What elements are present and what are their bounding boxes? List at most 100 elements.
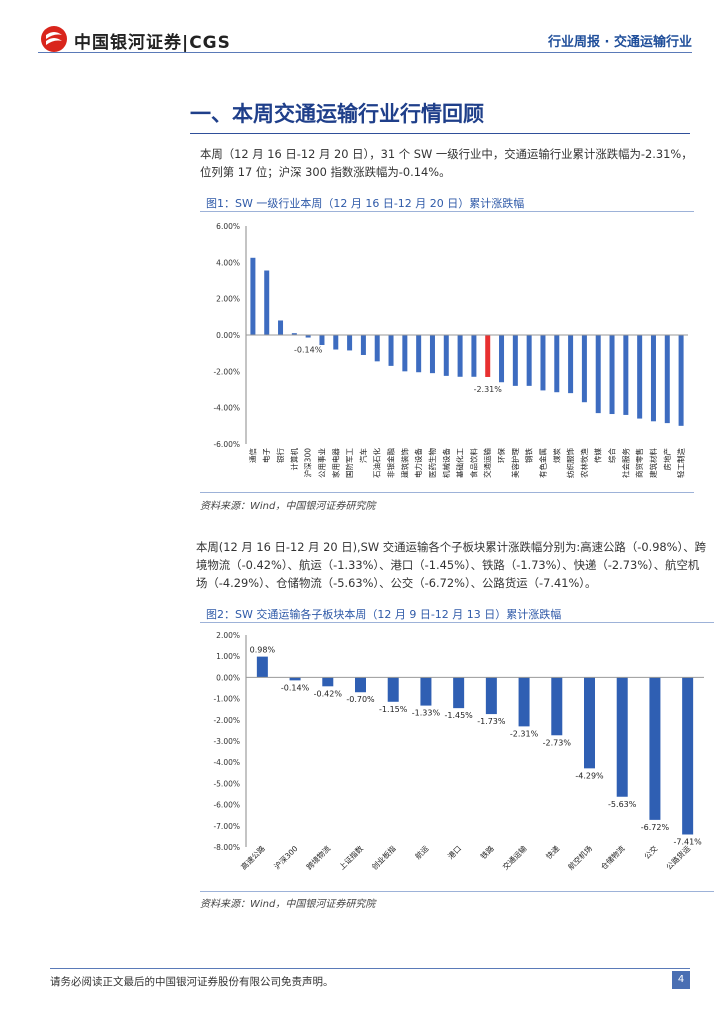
x-tick-label: 公用事业: [316, 448, 326, 478]
data-label: 0.98%: [250, 646, 276, 655]
bar: [360, 335, 366, 355]
data-label: -7.41%: [673, 837, 702, 846]
bar: [609, 335, 615, 415]
bar: [471, 335, 477, 377]
x-tick-label: 仓储物流: [598, 843, 627, 872]
chart-1-sw-industries: 6.00% 4.00% 2.00% 0.00% -2.00% -4.00% -6.00% 通信…: [213, 222, 688, 478]
y-tick-label: 2.00%: [216, 631, 240, 640]
y-tick-label: -3.00%: [213, 737, 240, 746]
x-tick-label: 沪深300: [272, 843, 300, 871]
bar: [374, 335, 380, 362]
data-label: -2.73%: [543, 738, 572, 747]
bar: [420, 677, 432, 706]
x-tick-label: 航运: [413, 843, 431, 861]
data-label: -2.31%: [510, 729, 539, 738]
chart-2-transport-subsectors: 2.00% 1.00% 0.00% -1.00% -2.00% -3.00% -4.00% -…: [213, 631, 704, 872]
x-tick-label: 国防军工: [344, 448, 354, 478]
figure-2-title: 图2：SW 交通运输各子板块本周（12 月 9 日-12 月 13 日）累计涨跌…: [206, 608, 562, 621]
x-tick-label: 石油石化: [372, 448, 382, 478]
footer-divider: [50, 968, 690, 969]
summary-paragraph: 本周（12 月 16 日-12 月 20 日），31 个 SW 一级行业中，交通…: [200, 147, 693, 179]
section-divider: [190, 133, 690, 134]
bar: [595, 335, 601, 414]
x-tick-label: 跨境物流: [304, 843, 333, 872]
x-tick-label: 环保: [497, 448, 506, 463]
x-tick-label: 创业板指: [369, 843, 398, 872]
figure-2-top-rule: [200, 622, 714, 623]
data-label: -2.31%: [474, 385, 503, 394]
x-tick-label: 基础化工: [455, 448, 465, 478]
bar: [256, 656, 268, 678]
x-tick-label: 纺织服饰: [565, 448, 575, 478]
x-tick-label: 公交: [642, 843, 660, 861]
x-tick-label: 高速公路: [238, 843, 267, 872]
data-label: -6.72%: [641, 823, 670, 832]
x-tick-label: 美容护理: [510, 448, 520, 478]
bar: [518, 677, 530, 727]
bar: [264, 270, 270, 335]
y-tick-label: -2.00%: [213, 367, 240, 376]
bar: [485, 335, 491, 377]
x-tick-label: 传媒: [593, 448, 603, 463]
x-tick-label: 沪深300: [303, 448, 313, 478]
bar: [499, 335, 505, 383]
figure-1-bottom-rule: [200, 492, 694, 493]
bar: [540, 335, 546, 391]
y-tick-label: -5.00%: [213, 779, 240, 788]
bar: [623, 335, 629, 415]
bar: [355, 677, 366, 693]
bar: [291, 333, 297, 335]
data-label: -0.14%: [281, 683, 310, 692]
x-tick-label: 农林牧渔: [579, 448, 589, 478]
x-tick-label: 食品饮料: [468, 448, 478, 478]
figure-2-bottom-rule: [200, 891, 714, 892]
cgs-logo-icon: [41, 26, 67, 52]
x-tick-label: 通信: [247, 448, 257, 463]
page-number: 4: [672, 971, 690, 989]
x-tick-label: 建筑装饰: [399, 448, 409, 478]
figure-1-source: 资料来源：Wind，中国银河证券研究院: [200, 501, 376, 512]
report-type-label: 行业周报 · 交通运输行业: [548, 35, 692, 50]
bar: [278, 320, 284, 335]
header-divider: [38, 52, 692, 53]
bar: [457, 335, 463, 377]
bar: [402, 335, 408, 372]
y-tick-label: -4.00%: [213, 758, 240, 767]
x-tick-label: 建筑材料: [648, 448, 658, 478]
y-tick-label: -4.00%: [213, 404, 240, 413]
x-tick-label: 电力设备: [413, 448, 423, 478]
bar: [347, 335, 353, 351]
bar: [649, 677, 661, 820]
bar: [526, 335, 532, 386]
bar: [554, 335, 560, 393]
data-label: -4.29%: [575, 771, 604, 780]
figure-1-top-rule: [200, 211, 694, 212]
bar: [682, 677, 694, 835]
bar: [453, 677, 465, 709]
data-label: -0.42%: [314, 689, 343, 698]
y-tick-label: -2.00%: [213, 716, 240, 725]
figure-1-title: 图1：SW 一级行业本周（12 月 16 日-12 月 20 日）累计涨跌幅: [206, 197, 525, 210]
bar: [512, 335, 518, 386]
y-tick-label: 4.00%: [216, 258, 240, 267]
x-tick-label: 港口: [445, 843, 463, 861]
data-label: -1.45%: [444, 711, 473, 720]
x-tick-label: 社会服务: [620, 448, 630, 478]
brand-name: 中国银河证券|CGS: [74, 33, 231, 53]
bar: [387, 677, 399, 702]
subsector-paragraph: 本周(12 月 16 日-12 月 20 日),SW 交通运输各个子板块累计涨跌…: [196, 540, 706, 590]
bar: [650, 335, 656, 422]
bar: [305, 335, 311, 338]
x-tick-label: 公路货运: [664, 843, 693, 872]
y-tick-label: 0.00%: [216, 331, 240, 340]
x-tick-label: 钢铁: [524, 448, 534, 463]
y-tick-label: 1.00%: [216, 652, 240, 661]
data-label: -1.15%: [379, 705, 408, 714]
x-tick-label: 交通运输: [482, 448, 492, 478]
bar: [416, 335, 422, 373]
y-tick-label: -6.00%: [213, 440, 240, 449]
x-tick-label: 快递: [544, 843, 562, 861]
bar: [388, 335, 394, 366]
x-tick-label: 医药生物: [427, 448, 437, 478]
y-tick-label: -7.00%: [213, 822, 240, 831]
